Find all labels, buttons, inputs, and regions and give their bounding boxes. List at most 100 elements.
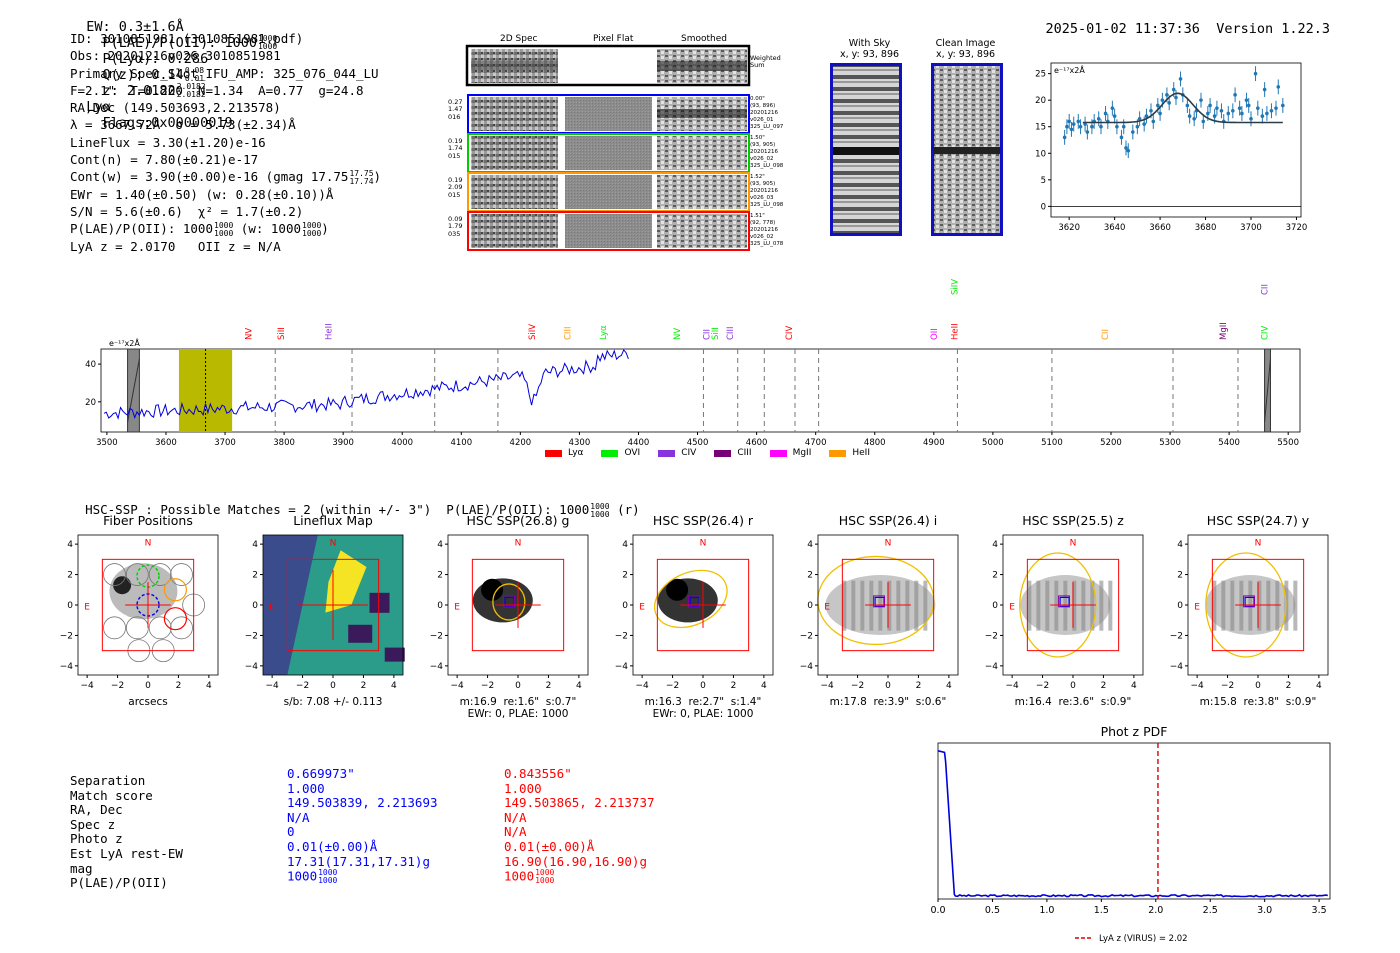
zoom-data-point <box>1281 103 1285 108</box>
catalog-marker <box>874 596 885 607</box>
info-obs: Obs: 20201216v026_3010851981 <box>70 48 281 64</box>
zoom-ytick-label: 15 <box>1035 123 1046 133</box>
cutout-right-label-4: 1.51" (92, 778) 20201216 v026_02 325_LU_078 <box>750 213 784 247</box>
fiber-quaternary <box>163 607 187 631</box>
image-stripe <box>1072 580 1077 631</box>
panel-xtick-label: 4 <box>1316 681 1322 691</box>
zoom-data-point <box>1237 106 1242 110</box>
header-z-line: Lyα <box>86 99 111 115</box>
zoom-xtick-label: 3720 <box>1286 223 1308 233</box>
pdf-xtick-label: 2.0 <box>1148 905 1163 916</box>
aperture-ellipse <box>654 569 728 629</box>
match2-value-2: 149.503865, 2.213737 <box>504 795 655 811</box>
legend-swatch <box>545 449 562 457</box>
full-line-label: CIII <box>564 327 574 340</box>
field-box <box>1211 558 1305 652</box>
full-line-label: Lyα <box>599 325 609 340</box>
cutout-frame-4 <box>467 211 750 251</box>
panel-ytick-label: 4 <box>992 540 998 550</box>
legend-item: CIV <box>658 448 696 458</box>
match2-value-4: N/A <box>504 824 527 840</box>
panel-title-2: Lineflux Map <box>293 513 373 528</box>
zoom-data-point <box>1096 116 1101 121</box>
zoom-data-point <box>1099 124 1103 129</box>
panel-ytick-label: 2 <box>1177 571 1183 581</box>
photz-pdf-chart: 0.0 0.5 1.0 1.5 2.0 2.5 3.0 3.5 LyA z (VIRUS) = … <box>930 742 1331 944</box>
info-ewr: EWr = 1.40(±0.50) (w: 0.28(±0.10))Å <box>70 186 334 202</box>
zoom-data-point <box>1231 108 1235 113</box>
full-line-label: CII <box>1101 329 1111 340</box>
full-spectrum-chart: 3500 3600 3700 3800 3900 4000 4100 4200 4300 4400… <box>85 279 1301 448</box>
panel-xtick-label: −2 <box>1221 681 1234 691</box>
match-label-2: RA, Dec <box>70 802 123 818</box>
panel-ytick-label: −4 <box>245 662 259 672</box>
panel-xtick-label: 4 <box>1131 681 1137 691</box>
cutout-emission-band <box>657 109 747 118</box>
catalog-marker-outer <box>688 595 700 608</box>
lineflux-low-region <box>369 592 390 613</box>
image-stripe <box>1221 580 1226 631</box>
header-flags: Flags:0x00000019 <box>102 115 233 131</box>
zoom-data-point <box>1192 116 1196 121</box>
zoom-xtick-label: 3640 <box>1104 223 1126 233</box>
cutout-2dspec-1 <box>471 97 558 131</box>
panel-ytick-label: −2 <box>1170 631 1183 641</box>
match1-value-7: 1000 1000 1000 <box>287 868 338 886</box>
source-blob <box>657 578 718 623</box>
zoom-data-point <box>1062 135 1067 140</box>
match-1-column: 0.669973" 1.000 149.503839, 2.213693 N/A 0 0.… <box>287 766 438 886</box>
full-line-label: MgII <box>1219 322 1229 340</box>
zoom-data-point <box>1121 124 1126 129</box>
north-label: N <box>515 539 522 549</box>
cutout-left-label-3: 0.19 2.09 015 <box>448 176 463 199</box>
image-stripe <box>1063 580 1068 631</box>
full-xtick-label: 4400 <box>628 438 650 448</box>
panel-caption-2: s/b: 7.08 +/- 0.113 <box>283 696 383 708</box>
zoom-ytick-label: 5 <box>1041 176 1046 186</box>
pdf-xtick-label: 2.5 <box>1203 905 1218 916</box>
legend-label: CIV <box>681 448 697 458</box>
match2-value-1: 1.000 <box>504 780 542 796</box>
zoom-data-point <box>1256 106 1260 110</box>
panel-ytick-label: 4 <box>1177 540 1183 550</box>
image-stripe <box>1266 580 1271 631</box>
zoom-data-point <box>1274 106 1278 110</box>
pdf-xtick-label: 0.0 <box>930 905 945 916</box>
image-stripe <box>1212 580 1217 631</box>
cutout-2dspec-3 <box>471 175 558 209</box>
image-stripe <box>1239 580 1244 631</box>
panel-ytick-label: −4 <box>60 662 74 672</box>
panel-xtick-label: 0 <box>1255 681 1261 691</box>
full-ytick-label: 40 <box>85 360 96 370</box>
image-stripe <box>1108 580 1113 631</box>
full-xtick-label: 4200 <box>510 438 532 448</box>
legend-swatch <box>601 449 619 457</box>
zoom-ytick-label: 25 <box>1035 70 1046 80</box>
zoom-data-point <box>1156 103 1160 108</box>
east-label: E <box>454 603 460 613</box>
east-label: E <box>824 603 830 613</box>
panel-caption-3: m:16.9 re:1.6" s:0.7" EWr: 0, PLAE: 1000 <box>459 696 577 720</box>
info-contn: Cont(n) = 7.80(±0.21)e-17 <box>70 152 259 168</box>
panel-xtick-label: 2 <box>546 681 552 691</box>
legend-swatch <box>658 449 676 457</box>
hsc-header: HSC-SSP : Possible Matches = 2 (within +… <box>85 501 640 519</box>
panel-caption-6: m:16.4 re:3.6" s:0.9" <box>1014 696 1132 708</box>
header-plae: P(LAE)/P(OII): 1000 <box>102 35 257 51</box>
panel-ytick-label: 0 <box>437 601 443 611</box>
match2-value-3: N/A <box>504 809 527 825</box>
zoom-data-point <box>1160 98 1165 102</box>
zoom-data-point <box>1249 116 1253 121</box>
full-line-label: SiII <box>711 327 721 340</box>
full-ytick-label: 20 <box>85 398 96 408</box>
panel-xtick-label: 2 <box>361 681 367 691</box>
zoom-data-point <box>1167 101 1171 105</box>
zoom-data-point <box>1215 106 1219 110</box>
panel-ytick-label: 4 <box>67 540 73 550</box>
catalog-marker-outer <box>1243 595 1255 608</box>
image-stripe <box>1275 580 1280 631</box>
panel-ytick-label: 0 <box>67 601 73 611</box>
info-sn: S/N = 5.6(±0.6) χ² = 1.7(±0.2) <box>70 204 304 220</box>
zoom-data-point <box>1219 108 1224 113</box>
full-xtick-label: 5300 <box>1159 438 1181 448</box>
